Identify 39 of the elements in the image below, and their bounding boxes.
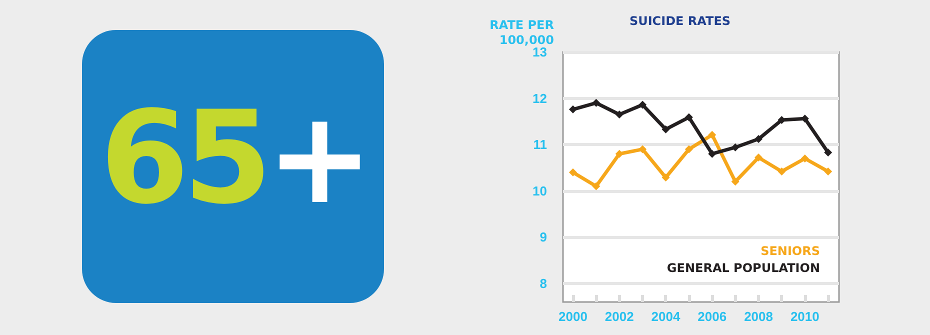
point bbox=[754, 135, 763, 144]
x-tick-label: 2004 bbox=[651, 309, 681, 324]
point bbox=[824, 167, 832, 176]
point bbox=[708, 150, 716, 158]
point bbox=[778, 167, 786, 176]
point bbox=[731, 178, 740, 186]
y-tick-label: 8 bbox=[540, 276, 547, 291]
point bbox=[684, 145, 693, 154]
chart-title: SUICIDE RATES bbox=[629, 14, 731, 28]
x-tick-label: 2000 bbox=[558, 309, 588, 324]
point bbox=[638, 145, 647, 154]
x-tick-label: 2010 bbox=[790, 309, 820, 324]
y-tick-label: 11 bbox=[533, 137, 547, 152]
y-tick-label: 9 bbox=[540, 230, 547, 245]
y-tick-label: 12 bbox=[532, 90, 547, 106]
point bbox=[615, 110, 624, 118]
point bbox=[708, 130, 716, 139]
text: SENIORS bbox=[760, 244, 820, 258]
point bbox=[824, 148, 832, 156]
text: 65+ bbox=[100, 84, 368, 233]
x-tick-label: 2002 bbox=[604, 309, 634, 324]
point bbox=[568, 168, 577, 176]
point bbox=[754, 154, 763, 162]
point bbox=[684, 113, 693, 122]
point bbox=[592, 98, 600, 107]
point bbox=[592, 182, 600, 190]
y-tick-label: 13 bbox=[532, 44, 547, 60]
point bbox=[568, 105, 577, 114]
y-tick-label: 10 bbox=[532, 183, 547, 198]
point bbox=[731, 143, 740, 152]
point bbox=[638, 100, 647, 109]
point bbox=[800, 154, 809, 162]
x-tick-label: 2006 bbox=[698, 309, 727, 324]
text: GENERAL POPULATION bbox=[666, 261, 820, 275]
point bbox=[662, 173, 670, 182]
point bbox=[662, 125, 670, 134]
point bbox=[615, 150, 624, 158]
y-axis-title: RATE PER 100,000 bbox=[488, 18, 554, 47]
x-tick-label: 2008 bbox=[744, 309, 773, 324]
